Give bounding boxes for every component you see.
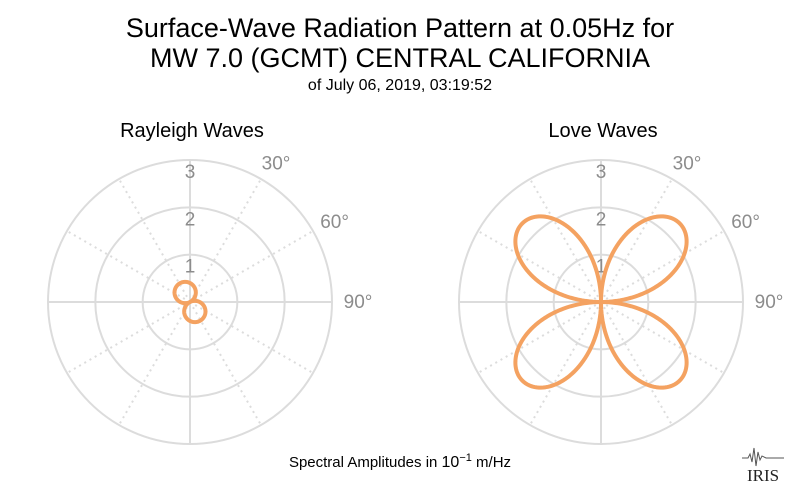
rayleigh-radial-tick: 3	[185, 162, 196, 183]
chart-title-line-1: Surface-Wave Radiation Pattern at 0.05Hz…	[125, 13, 675, 43]
love-panel-title: Love Waves	[548, 120, 658, 142]
rayleigh-radiation-curve	[172, 279, 208, 325]
love-angular-tick: 30°	[673, 153, 702, 174]
rayleigh-angular-tick: 30°	[262, 153, 291, 174]
rayleigh-grid-spoke	[189, 301, 314, 374]
amplitude-units-label: Spectral Amplitudes in 10−1 m/Hz	[0, 452, 800, 472]
love-radiation-curve	[513, 214, 689, 390]
rayleigh-grid-spoke	[66, 301, 191, 374]
love-angular-tick: 90°	[755, 292, 784, 313]
units-base: 10	[441, 454, 460, 471]
rayleigh-grid-spoke	[189, 178, 262, 303]
love-angular-tick: 60°	[731, 212, 760, 233]
love-radial-tick: 3	[596, 162, 607, 183]
rayleigh-grid-spoke	[189, 230, 314, 303]
rayleigh-radial-tick: 2	[185, 209, 196, 230]
chart-subtitle: of July 06, 2019, 03:19:52	[307, 77, 493, 94]
love-radial-tick: 1	[596, 257, 607, 278]
rayleigh-panel-title: Rayleigh Waves	[120, 120, 264, 142]
chart-title-line-2: MW 7.0 (GCMT) CENTRAL CALIFORNIA	[149, 43, 651, 73]
units-exponent: −1	[459, 452, 472, 464]
iris-logo: IRIS	[740, 442, 786, 486]
rayleigh-grid-spoke	[118, 301, 191, 426]
units-suffix: m/Hz	[471, 454, 512, 471]
iris-logo-text: IRIS	[747, 466, 779, 485]
love-radial-tick: 2	[596, 209, 607, 230]
rayleigh-radial-tick: 1	[185, 257, 196, 278]
units-prefix: Spectral Amplitudes in	[288, 454, 442, 471]
rayleigh-grid-spoke	[66, 230, 191, 303]
rayleigh-angular-tick: 90°	[344, 292, 373, 313]
rayleigh-angular-tick: 60°	[320, 212, 349, 233]
